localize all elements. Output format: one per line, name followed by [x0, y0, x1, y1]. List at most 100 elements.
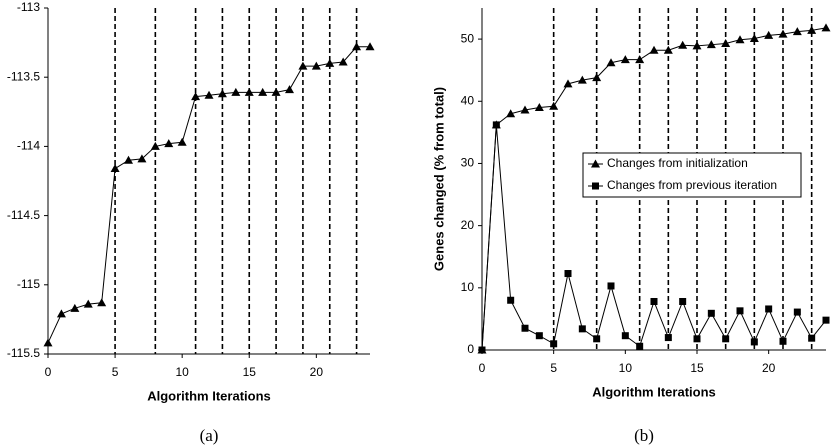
- marker: [550, 340, 558, 348]
- marker: [706, 40, 716, 49]
- marker: [506, 109, 516, 118]
- x-tick-label: 10: [175, 365, 189, 379]
- marker: [808, 334, 816, 342]
- marker: [492, 121, 500, 129]
- x-tick-label: 10: [619, 361, 633, 375]
- marker: [97, 298, 107, 307]
- marker: [563, 79, 573, 88]
- y-tick-label: -114: [17, 139, 40, 153]
- marker: [352, 42, 362, 51]
- marker: [607, 282, 615, 290]
- marker: [244, 87, 254, 96]
- legend-box: [582, 152, 802, 198]
- marker: [311, 61, 321, 70]
- x-tick-label: 20: [762, 361, 776, 375]
- marker: [258, 87, 268, 96]
- marker: [649, 45, 659, 54]
- x-axis-title: Algorithm Iterations: [592, 384, 716, 399]
- marker: [191, 92, 201, 101]
- marker: [507, 296, 515, 304]
- marker: [620, 55, 630, 64]
- marker: [285, 85, 294, 94]
- caption: (b): [634, 426, 654, 445]
- marker: [664, 334, 672, 342]
- marker: [736, 307, 744, 315]
- legend-marker: [592, 182, 599, 190]
- marker: [735, 35, 745, 44]
- x-axis-title: Algorithm Iterations: [147, 388, 271, 403]
- marker: [271, 87, 281, 96]
- caption: (a): [200, 426, 219, 445]
- marker: [749, 33, 759, 42]
- y-tick-label: 50: [461, 31, 475, 45]
- marker: [70, 303, 80, 312]
- marker: [707, 309, 715, 317]
- x-tick-label: 0: [479, 361, 486, 375]
- marker: [150, 141, 160, 150]
- marker: [678, 40, 688, 49]
- marker: [365, 42, 375, 51]
- marker: [592, 73, 602, 82]
- marker: [478, 346, 486, 354]
- y-tick-label: -115: [17, 277, 40, 291]
- marker: [520, 105, 530, 114]
- marker: [217, 89, 227, 98]
- marker: [692, 41, 702, 50]
- x-tick-label: 20: [310, 365, 324, 379]
- y-tick-label: 30: [461, 156, 475, 170]
- marker: [792, 27, 802, 36]
- marker: [765, 305, 773, 313]
- marker: [549, 101, 559, 110]
- marker: [204, 90, 214, 99]
- marker: [722, 335, 730, 343]
- marker: [338, 57, 348, 66]
- marker: [822, 316, 830, 324]
- legend-marker: [591, 159, 600, 168]
- marker: [779, 337, 787, 345]
- y-tick-label: -113: [17, 0, 40, 14]
- marker: [577, 75, 587, 84]
- marker: [535, 332, 543, 340]
- marker: [164, 139, 174, 148]
- marker: [578, 325, 586, 333]
- marker: [83, 299, 93, 308]
- marker: [298, 61, 308, 70]
- y-tick-label: 10: [461, 280, 475, 294]
- y-tick-label: -114.5: [7, 208, 40, 222]
- marker: [110, 164, 120, 173]
- legend-label: Changes from initialization: [607, 156, 748, 170]
- marker: [693, 335, 701, 343]
- y-tick-label: 0: [467, 342, 474, 356]
- marker: [621, 332, 629, 340]
- marker: [663, 45, 673, 54]
- x-tick-label: 15: [243, 365, 257, 379]
- marker: [636, 342, 644, 350]
- y-tick-label: 40: [461, 93, 475, 107]
- marker: [635, 55, 645, 64]
- marker: [534, 102, 544, 111]
- marker: [231, 87, 241, 96]
- marker: [750, 338, 758, 346]
- y-axis-title: Genes changed (% from total): [431, 87, 446, 271]
- marker: [793, 308, 801, 316]
- y-tick-label: 20: [461, 218, 475, 232]
- marker: [821, 23, 831, 32]
- marker: [43, 338, 53, 347]
- x-tick-label: 5: [550, 361, 557, 375]
- marker: [137, 154, 147, 163]
- y-tick-label: -115.5: [7, 346, 40, 360]
- x-tick-label: 15: [690, 361, 704, 375]
- marker: [650, 297, 658, 305]
- marker: [564, 270, 572, 278]
- marker: [778, 29, 788, 38]
- marker: [606, 58, 616, 67]
- marker: [124, 155, 133, 164]
- marker: [721, 38, 731, 47]
- x-tick-label: 0: [45, 365, 52, 379]
- marker: [325, 58, 335, 67]
- marker: [593, 335, 601, 343]
- marker: [764, 30, 774, 39]
- marker: [521, 324, 529, 332]
- marker: [807, 25, 817, 34]
